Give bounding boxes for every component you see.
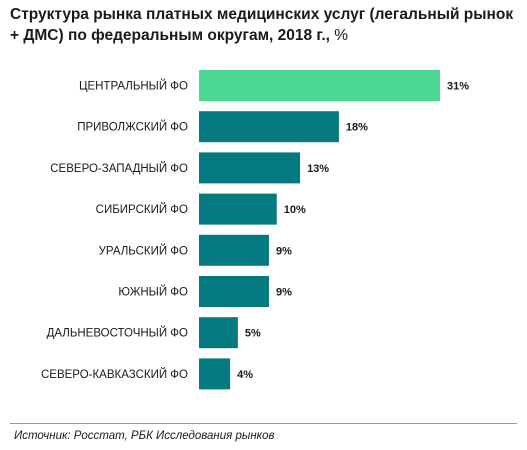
bar-4 [199,193,277,225]
category-label-7: ДАЛЬНЕВОСТОЧНЫЙ ФО [47,327,188,340]
bar-chart: ЦЕНТРАЛЬНЫЙ ФО 31% ПРИВОЛЖСКИЙ ФО 18% СЕВЕРО… [41,70,469,390]
category-label-2: ПРИВОЛЖСКИЙ ФО [77,121,188,134]
chart-title: Структура рынка платных медицинских услу… [10,4,515,46]
value-label-7: 5% [245,328,261,340]
footer-divider [10,423,517,424]
category-label-8: СЕВЕРО-КАВКАЗСКИЙ ФО [41,368,188,381]
category-label-6: ЮЖНЫЙ ФО [118,286,188,299]
chart-title-text: Структура рынка платных медицинских услу… [10,6,514,44]
category-label-4: СИБИРСКИЙ ФО [96,203,188,216]
bar-1 [199,70,440,101]
chart-title-unit: % [334,27,349,44]
value-label-2: 18% [346,122,368,134]
value-label-5: 9% [276,245,292,257]
value-label-4: 10% [284,204,306,216]
value-label-8: 4% [237,369,253,381]
bar-6 [199,276,269,307]
bar-5 [199,234,269,266]
bar-3 [199,152,301,184]
bar-7 [199,317,238,349]
value-label-1: 31% [447,81,469,93]
source-note: Источник: Росстат, РБК Исследования рынк… [14,430,275,442]
category-label-5: УРАЛЬСКИЙ ФО [99,244,188,257]
value-label-3: 13% [307,163,329,175]
bar-8 [199,358,231,390]
bar-2 [199,111,339,143]
value-label-6: 9% [276,287,292,299]
category-label-3: СЕВЕРО-ЗАПАДНЫЙ ФО [50,162,188,175]
category-label-1: ЦЕНТРАЛЬНЫЙ ФО [79,80,188,93]
